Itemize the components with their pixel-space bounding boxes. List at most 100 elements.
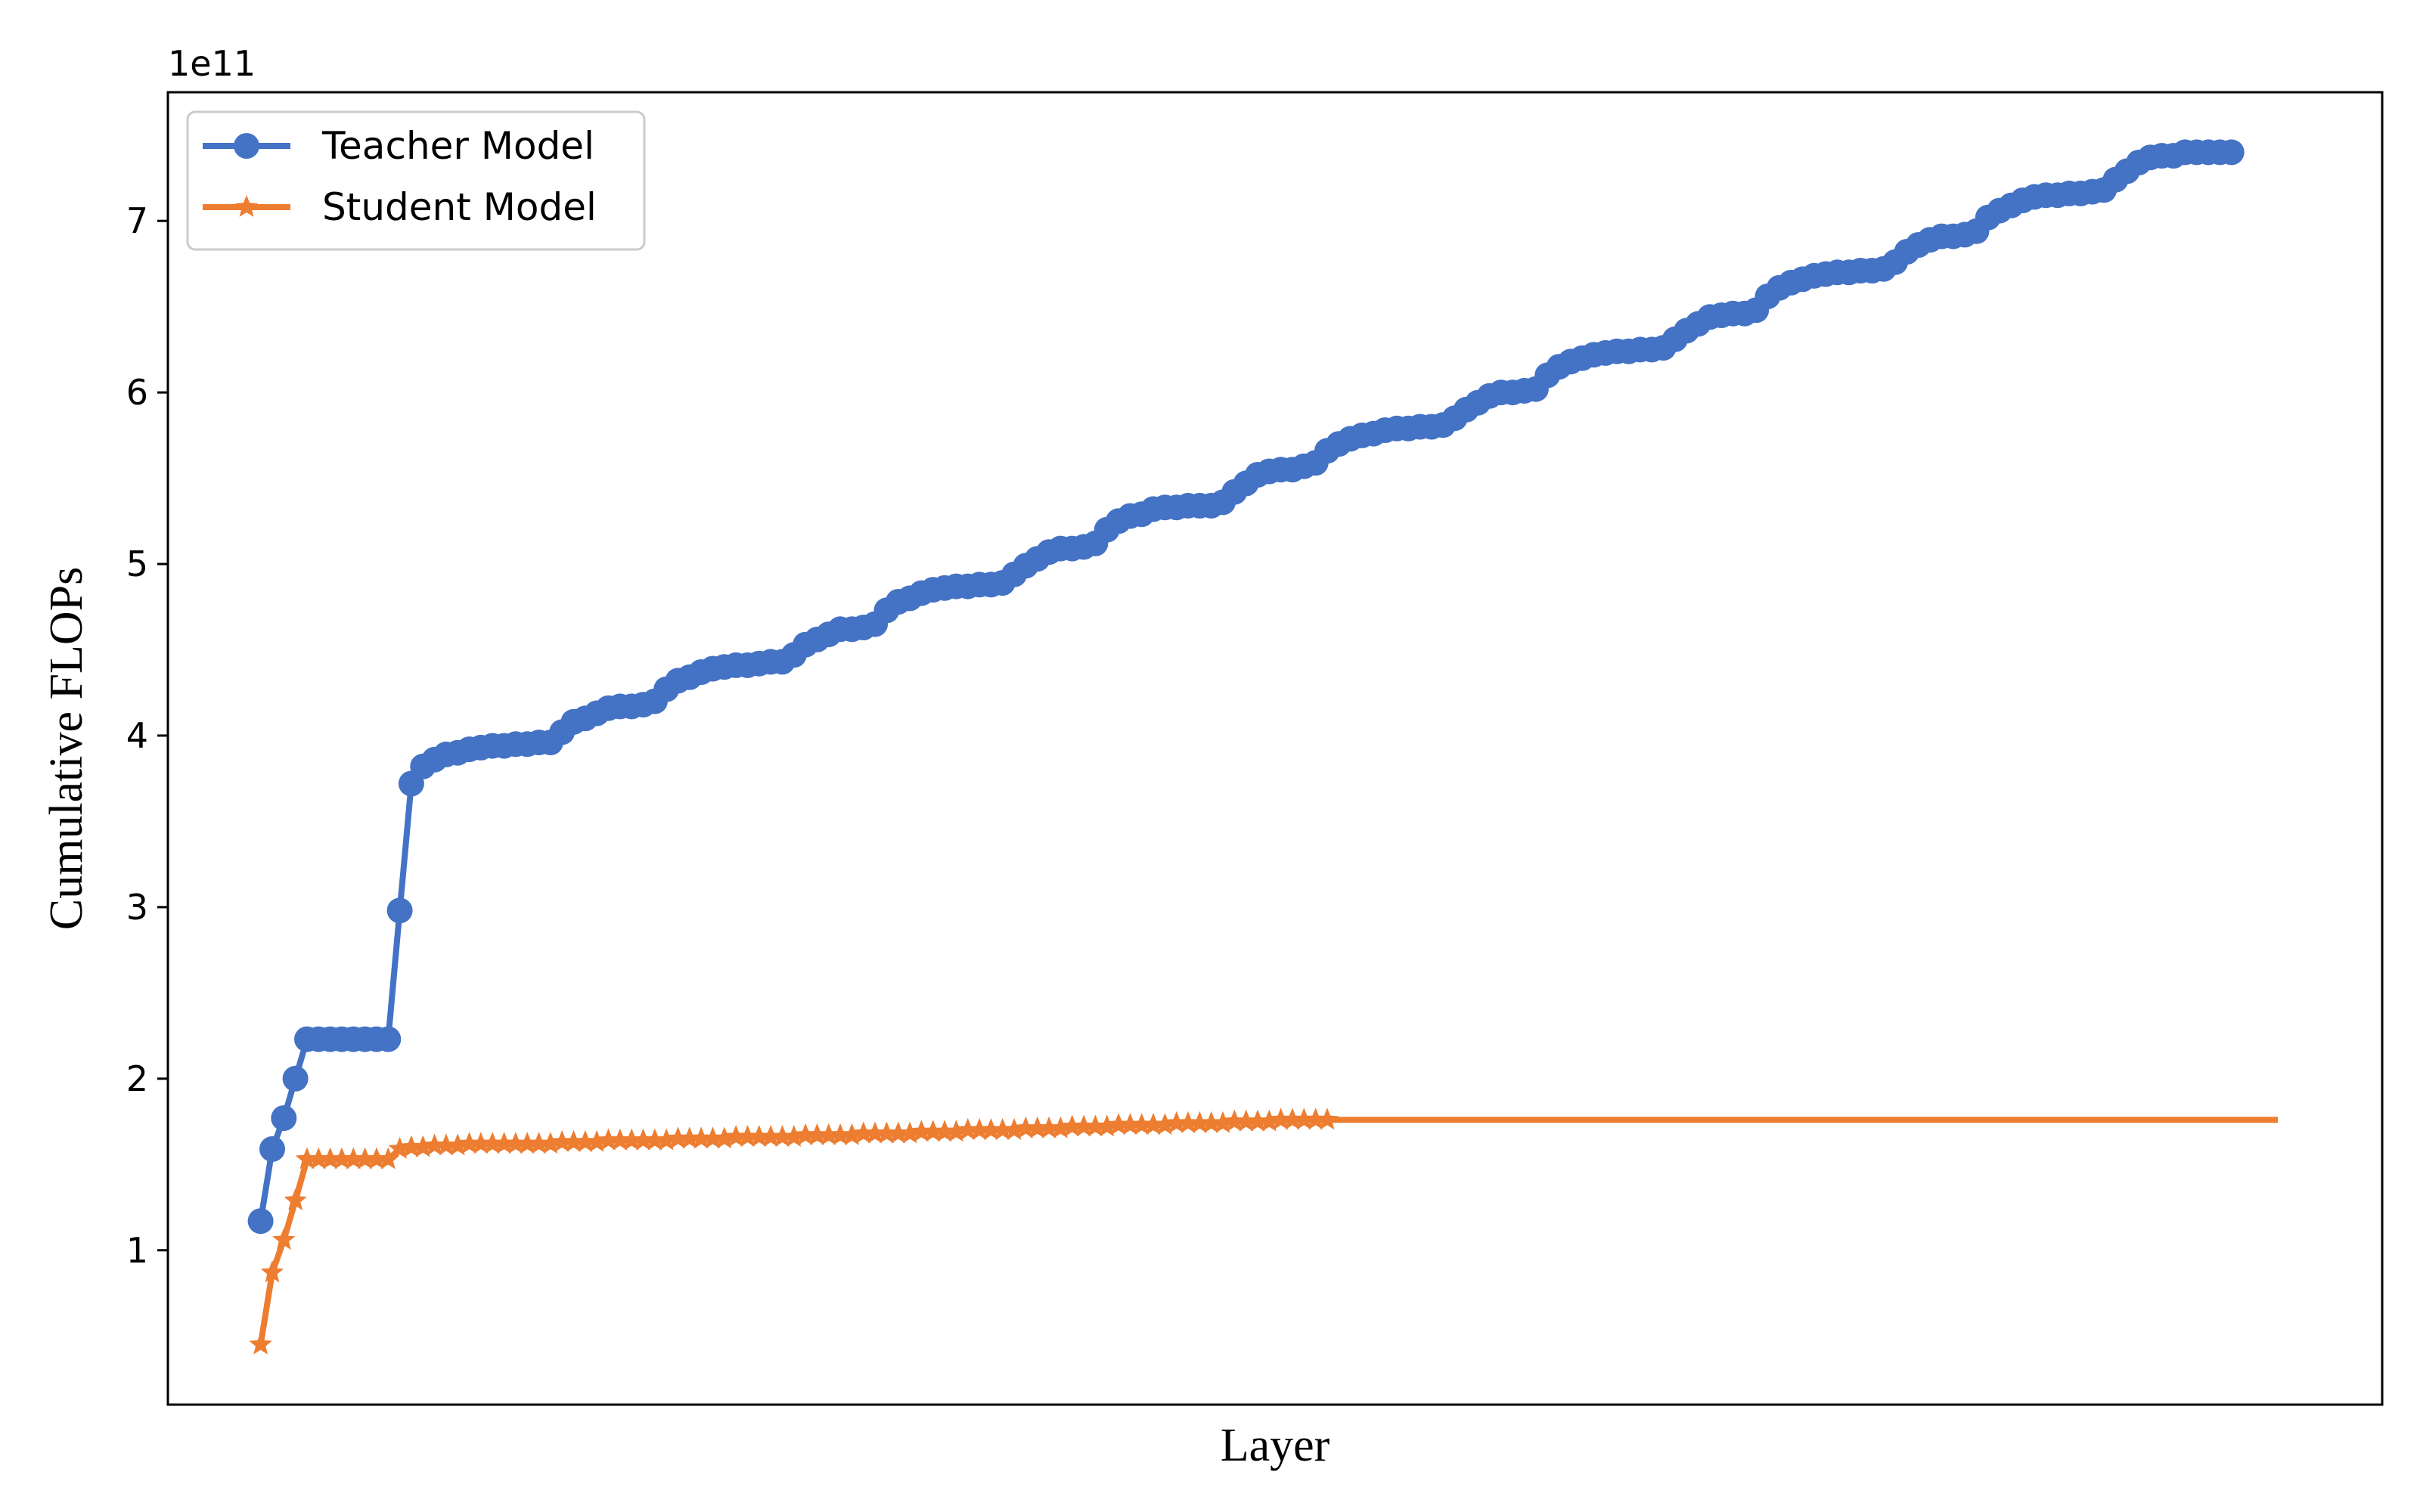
data-point	[259, 1136, 285, 1162]
data-point	[655, 1128, 678, 1151]
plot-frame	[166, 91, 2384, 1406]
data-point	[817, 1123, 840, 1145]
data-point	[910, 1120, 933, 1142]
series-line	[257, 149, 2232, 1222]
data-point	[1246, 1109, 1270, 1132]
data-point	[1060, 1114, 1084, 1137]
data-point	[551, 1129, 574, 1152]
data-point	[377, 1147, 400, 1170]
data-point	[247, 1208, 274, 1235]
data-point	[863, 1121, 887, 1144]
data-point	[271, 1105, 297, 1131]
data-point	[1280, 1108, 1305, 1130]
data-point	[1014, 1116, 1038, 1139]
data-point	[782, 1125, 805, 1147]
legend: Teacher Model Student Model	[186, 110, 646, 251]
data-point	[620, 1128, 644, 1151]
data-point	[1106, 1113, 1131, 1136]
data-point	[1002, 1117, 1026, 1140]
data-point	[516, 1132, 539, 1154]
data-point	[945, 1120, 968, 1142]
data-point	[2218, 139, 2245, 166]
data-point	[1130, 1113, 1153, 1136]
y-tick-label: 5	[126, 544, 148, 584]
data-point	[1072, 1114, 1096, 1137]
plot-area	[247, 139, 2278, 1355]
data-point	[1315, 1108, 1339, 1130]
series-line	[257, 1117, 2278, 1346]
data-point	[282, 1065, 309, 1092]
data-point	[423, 1133, 446, 1156]
data-point	[1025, 1116, 1049, 1139]
data-point	[1141, 1113, 1165, 1136]
data-point	[365, 1147, 389, 1170]
data-point	[1153, 1113, 1177, 1136]
data-point	[295, 1147, 319, 1170]
y-tick-label: 1	[126, 1230, 148, 1271]
data-point	[1165, 1111, 1188, 1133]
x-axis-label: Layer	[1221, 1420, 1330, 1471]
data-point	[597, 1128, 620, 1151]
data-point	[1199, 1111, 1223, 1133]
data-point	[1258, 1109, 1281, 1132]
data-point	[898, 1121, 922, 1144]
data-point	[1188, 1111, 1212, 1133]
data-point	[1095, 1114, 1118, 1137]
data-point	[643, 1128, 667, 1151]
y-tick-label: 4	[126, 715, 148, 756]
legend-teacher-marker	[234, 133, 259, 159]
data-point	[307, 1147, 330, 1170]
data-point	[736, 1125, 759, 1147]
data-point	[481, 1132, 504, 1154]
y-axis: 1 2 3 4 5 6 7	[126, 200, 168, 1271]
data-point	[712, 1126, 736, 1149]
data-point	[573, 1129, 597, 1152]
data-point	[666, 1126, 690, 1149]
data-point	[492, 1132, 516, 1154]
data-point	[1269, 1108, 1292, 1130]
data-point	[434, 1133, 458, 1156]
data-point	[828, 1123, 852, 1145]
data-point	[771, 1125, 794, 1147]
data-point	[631, 1128, 655, 1151]
data-point	[342, 1147, 365, 1170]
data-point	[538, 1132, 563, 1154]
data-point	[1049, 1116, 1072, 1139]
data-point	[608, 1128, 632, 1151]
data-point	[1292, 1108, 1316, 1130]
y-tick-label: 2	[126, 1058, 148, 1099]
data-point	[678, 1126, 702, 1149]
data-point	[527, 1132, 551, 1154]
data-point	[932, 1120, 957, 1142]
data-point	[701, 1126, 724, 1149]
data-point	[991, 1117, 1014, 1140]
data-point	[967, 1117, 991, 1140]
data-point	[1084, 1114, 1107, 1137]
y-tick-label: 3	[126, 887, 148, 928]
data-point	[446, 1133, 470, 1156]
data-point	[724, 1125, 748, 1147]
data-point	[1118, 1113, 1142, 1136]
data-point	[375, 1026, 402, 1052]
data-point	[1234, 1109, 1258, 1132]
data-point	[921, 1120, 945, 1142]
data-point	[386, 897, 413, 924]
y-tick-label: 6	[126, 372, 148, 413]
data-point	[458, 1132, 481, 1154]
data-point	[805, 1123, 829, 1145]
data-point	[260, 1260, 284, 1283]
data-point	[504, 1132, 528, 1154]
data-point	[562, 1129, 585, 1152]
y-tick-label: 7	[126, 200, 148, 241]
data-point	[1304, 1108, 1327, 1130]
data-point	[284, 1188, 307, 1210]
legend-student-label: Student Model	[322, 185, 597, 229]
data-point	[411, 1135, 435, 1157]
data-point	[759, 1125, 783, 1147]
data-point	[1223, 1109, 1246, 1132]
data-point	[1211, 1111, 1235, 1133]
data-point	[272, 1228, 296, 1250]
data-point	[388, 1136, 411, 1159]
data-point	[585, 1129, 609, 1152]
